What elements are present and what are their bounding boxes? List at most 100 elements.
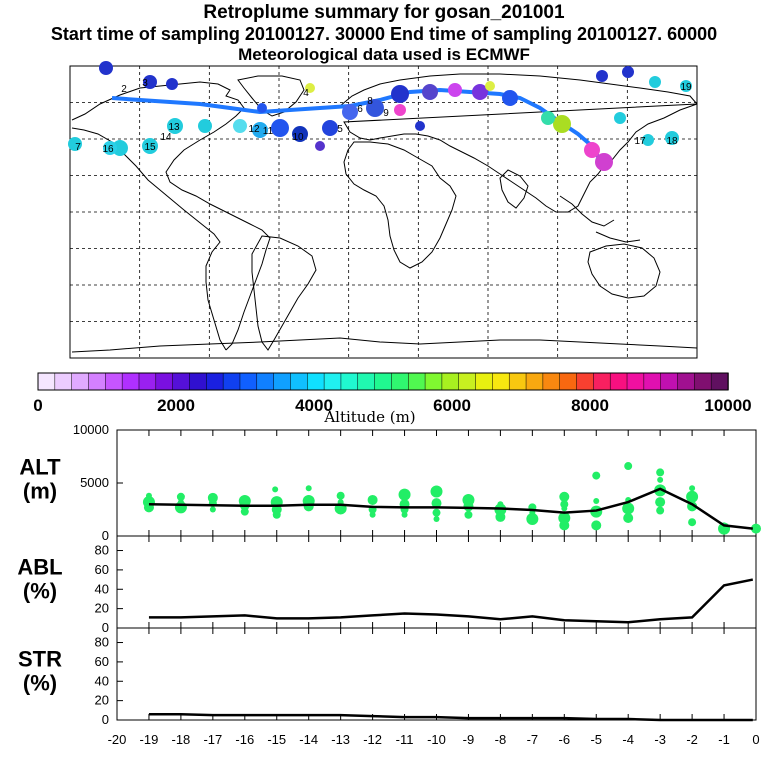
- colorbar-swatch: [239, 372, 258, 391]
- colorbar-swatch: [626, 372, 645, 391]
- alt-scatter-point: [624, 462, 633, 471]
- coastlines: [71, 73, 698, 353]
- plume-cluster-dot: [665, 131, 679, 145]
- plume-cluster-dot: [166, 78, 178, 90]
- cluster-label: 13: [168, 122, 180, 133]
- y-tick-label: 60: [95, 654, 109, 669]
- colorbar-swatch: [121, 372, 140, 391]
- x-tick-label: -16: [235, 732, 254, 747]
- alt-scatter-point: [689, 485, 696, 492]
- alt-scatter-point: [367, 494, 378, 505]
- y-tick-label: 0: [102, 712, 109, 727]
- cluster-label: 2: [121, 84, 127, 95]
- cluster-label: 17: [634, 136, 646, 147]
- altitude-colorbar: 0 2000 4000 6000 8000 10000: [33, 372, 752, 415]
- cluster-label: 16: [102, 144, 114, 155]
- alt-scatter-point: [369, 511, 376, 518]
- plume-cluster-dot: [112, 140, 128, 156]
- alt-scatter-point: [272, 510, 281, 519]
- south-america-coast: [251, 235, 317, 351]
- alt-scatter-point: [463, 501, 474, 512]
- alt-scatter-point: [656, 468, 665, 477]
- colorbar-swatch: [155, 372, 174, 391]
- cluster-label: 7: [75, 142, 81, 153]
- colorbar-frame: [37, 372, 729, 391]
- plume-cluster-dot: [233, 119, 247, 133]
- plume-cluster-dot: [415, 121, 425, 131]
- y-tick-label: 60: [95, 562, 109, 577]
- plume-cluster-dot: [553, 115, 571, 133]
- plume-cluster-dot: [502, 90, 518, 106]
- panel-abl: 0 20 40 60 80 ABL(%): [17, 535, 757, 635]
- alt-scatter-point: [751, 523, 761, 534]
- colorbar-swatch: [290, 372, 309, 391]
- colorbar-swatch: [542, 372, 561, 391]
- alt-scatter-point: [526, 513, 539, 526]
- y-tick-label: 0: [102, 528, 109, 543]
- x-tick-label: -18: [172, 732, 191, 747]
- cluster-label: 3: [142, 78, 148, 89]
- colorbar-tick-label: 4000: [295, 396, 333, 415]
- alt-scatter-point: [433, 516, 440, 523]
- panel-alt: 0 5000 10000 ALT(m): [19, 422, 761, 543]
- x-tick-label: -6: [559, 732, 571, 747]
- cluster-label: 6: [357, 104, 363, 115]
- colorbar-swatch: [441, 372, 460, 391]
- alt-scatter-point: [591, 520, 602, 531]
- alt-scatter-point: [559, 491, 570, 502]
- x-tick-label: 0: [752, 732, 759, 747]
- cluster-label: 4: [303, 88, 309, 99]
- colorbar-swatch: [256, 372, 275, 391]
- x-tick-label: -9: [463, 732, 475, 747]
- alt-scatter-point: [558, 511, 571, 524]
- plume-cluster-dot: [472, 84, 488, 100]
- colorbar-swatch: [273, 372, 292, 391]
- plume-cluster-dot: [622, 66, 634, 78]
- cluster-label: 5: [337, 124, 343, 135]
- colorbar-swatch: [593, 372, 611, 391]
- alt-scatter-point: [430, 485, 443, 498]
- plume-cluster-dot: [99, 61, 113, 75]
- x-tick-label: -1: [718, 732, 730, 747]
- plume-cluster-dot: [167, 118, 183, 134]
- y-tick-label: 80: [95, 635, 109, 650]
- plume-cluster-dot: [541, 111, 555, 125]
- cluster-label: 12: [248, 124, 260, 135]
- x-tick-label: -17: [203, 732, 222, 747]
- colorbar-swatch: [71, 372, 90, 391]
- plume-cluster-dot: [252, 122, 268, 138]
- x-tick-label: -11: [396, 732, 414, 747]
- alt-scatter-point: [240, 507, 249, 516]
- alt-scatter-point: [592, 471, 601, 480]
- y-tick-label: 5000: [80, 475, 109, 490]
- plume-cluster-dot: [257, 103, 267, 113]
- x-tick-label: -7: [527, 732, 539, 747]
- cluster-label: 18: [666, 136, 678, 147]
- colorbar-tick-label: 2000: [157, 396, 195, 415]
- colorbar-swatch: [710, 372, 729, 391]
- y-tick-label: 0: [102, 620, 109, 635]
- x-tick-label: -5: [590, 732, 602, 747]
- panel-unit: (%): [23, 671, 57, 696]
- alt-scatter-point: [305, 485, 312, 492]
- y-tick-label: 20: [95, 693, 109, 708]
- alt-scatter-point: [656, 506, 665, 515]
- colorbar-swatch: [660, 372, 679, 391]
- plume-cluster-dot: [143, 75, 157, 89]
- panel-label: STR: [18, 647, 62, 672]
- sampling-times: Start time of sampling 20100127. 30000 E…: [50, 24, 718, 44]
- colorbar-swatch: [340, 372, 359, 391]
- alt-scatter-point: [398, 488, 411, 501]
- alt-scatter-point: [431, 498, 442, 509]
- x-tick-label: -4: [622, 732, 634, 747]
- colorbar-swatch: [206, 372, 224, 391]
- colorbar-swatch: [694, 372, 712, 391]
- colorbar-swatch: [307, 372, 325, 391]
- plume-cluster-dot: [142, 138, 158, 154]
- alt-scatter-point: [560, 500, 569, 509]
- cluster-label: 9: [383, 108, 389, 119]
- alt-scatter-point: [688, 518, 697, 527]
- plume-cluster-dot: [422, 84, 438, 100]
- colorbar-swatch: [37, 372, 56, 391]
